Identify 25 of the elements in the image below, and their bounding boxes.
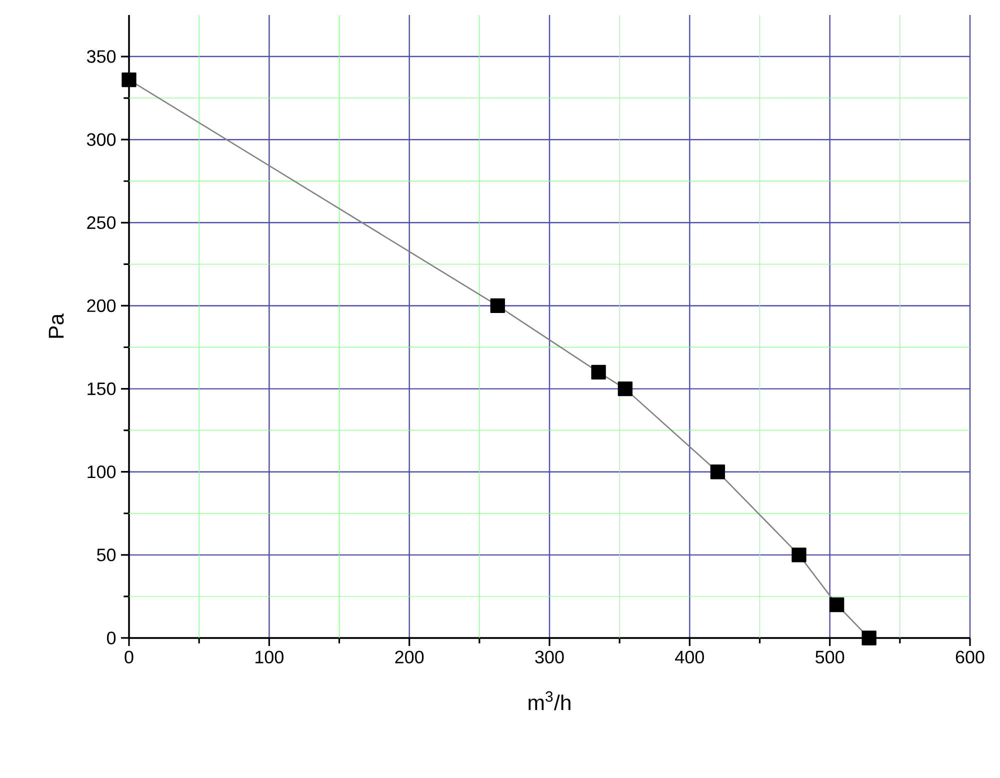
y-tick-label: 200 (87, 299, 116, 312)
x-tick-label: 100 (256, 650, 284, 664)
point (591, 364, 606, 380)
x-tick-label: 0 (124, 650, 134, 664)
x-tick-label: 200 (395, 650, 424, 664)
y-tick-label: 50 (96, 548, 116, 562)
point (618, 381, 633, 396)
y-tick-label: 100 (88, 465, 116, 478)
x-axis-title: m$^{3}$/h (528, 691, 570, 710)
point (792, 548, 806, 562)
y-tick-label: 250 (87, 216, 116, 230)
x-tick-label: 500 (816, 650, 844, 664)
y-tick-label: 150 (88, 382, 116, 396)
point (862, 630, 876, 646)
point (122, 72, 136, 88)
x-tick-label: 300 (535, 650, 564, 664)
x-tick-label: 400 (675, 650, 704, 664)
y-tick-label: 0 (106, 632, 116, 644)
x-tick-label: 600 (956, 650, 984, 664)
point (710, 464, 726, 480)
y-tick-label: 350 (86, 50, 116, 63)
point (830, 597, 844, 612)
y-axis-title: Pa (48, 313, 64, 338)
y-tick-label: 300 (86, 133, 116, 146)
point (490, 298, 505, 314)
